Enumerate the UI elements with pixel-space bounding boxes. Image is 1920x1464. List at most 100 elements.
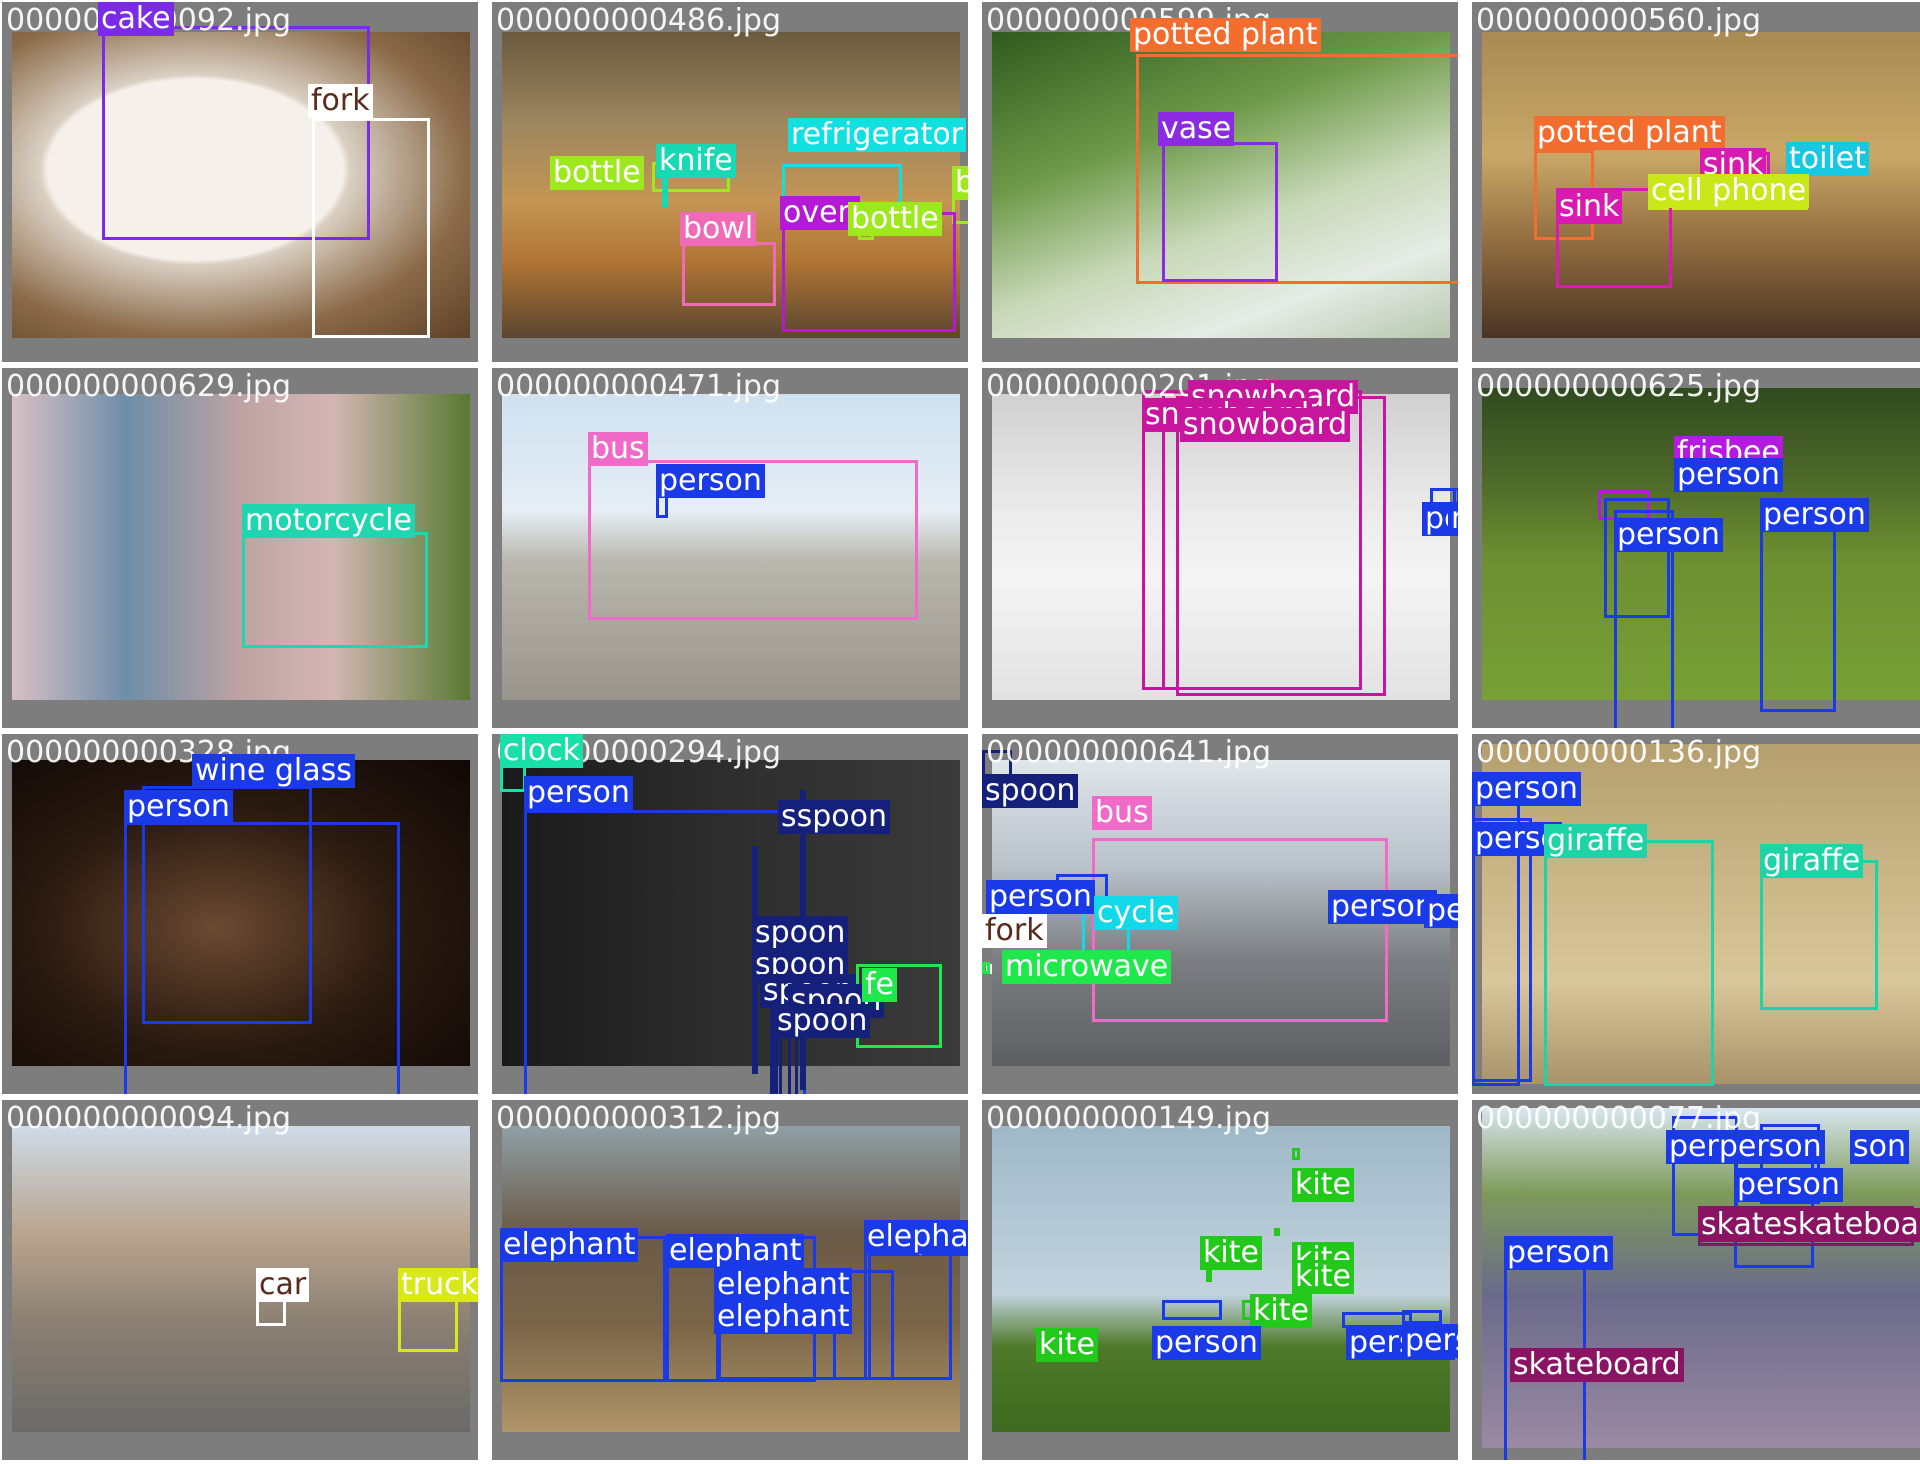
detection-label: person <box>1472 772 1581 806</box>
detection-box <box>1136 54 1458 284</box>
detection-box <box>242 532 428 648</box>
detection-label: n <box>1448 502 1458 536</box>
detection-box <box>1472 818 1532 1082</box>
detection-box <box>1614 510 1674 728</box>
detection-label: person <box>1504 1236 1613 1270</box>
image-filename: 000000000560.jpg <box>1476 3 1761 38</box>
detection-label: kite <box>1292 1168 1354 1202</box>
sample-image <box>12 1126 470 1432</box>
detection-label: son <box>1850 1130 1909 1164</box>
mosaic-cell[interactable]: 000000000486.jpg bottle knife refrigerator b… <box>492 2 968 362</box>
detection-label: fork <box>308 84 373 118</box>
detection-label: person <box>1760 498 1869 532</box>
mosaic-cell[interactable]: 000000000294.jpg clock person sspoon spoon sp… <box>492 734 968 1094</box>
sample-image <box>12 760 470 1066</box>
detection-label: knife <box>656 144 736 178</box>
sample-image <box>502 394 960 700</box>
mosaic-cell[interactable]: 000000000201.jpgsnowboardsnowboardsnowbo… <box>982 368 1458 728</box>
detection-label: potted plant <box>1130 18 1321 52</box>
image-filename: 000000000149.jpg <box>986 1101 1271 1136</box>
detection-label: elephant <box>714 1268 853 1302</box>
detection-label: bus <box>1092 796 1152 830</box>
mosaic-cell[interactable]: 000000000599.jpg potted plant vase <box>982 2 1458 362</box>
detection-label: person <box>986 880 1095 914</box>
detection-box <box>102 26 370 240</box>
image-filename: 000000000471.jpg <box>496 369 781 404</box>
detection-label: cycle <box>1094 896 1178 930</box>
detection-label: giraffe <box>1760 844 1864 878</box>
detection-label: person <box>1734 1168 1843 1202</box>
detection-label: kite <box>1250 1294 1312 1328</box>
detection-label: cake <box>98 2 174 36</box>
detection-label: clock <box>500 734 584 768</box>
detection-label: toilet <box>1786 142 1870 176</box>
detection-label: spoon <box>774 1004 871 1038</box>
sample-image <box>992 1126 1450 1432</box>
mosaic-cell[interactable]: 000000000094.jpg car truck <box>2 1100 478 1460</box>
detection-label: person <box>1674 458 1783 492</box>
detection-label: potted plant <box>1534 116 1725 150</box>
image-filename: 000000000486.jpg <box>496 3 781 38</box>
mosaic-cell[interactable]: 000000000641.jpg spoon fork microwave bus per… <box>982 734 1458 1094</box>
detection-label: bottle <box>952 166 968 200</box>
detection-label: snowboard <box>1180 408 1351 442</box>
detection-label: kite <box>1292 1260 1354 1294</box>
image-filename: 000000000136.jpg <box>1476 735 1761 770</box>
detection-label: bottle <box>848 202 942 236</box>
detection-box <box>1402 1310 1442 1324</box>
mosaic-cell[interactable]: 000000000625.jpg frisbee person person perso… <box>1472 368 1920 728</box>
image-filename: 000000000094.jpg <box>6 1101 291 1136</box>
detection-label: skateskateboard <box>1698 1208 1920 1242</box>
detection-label: fork <box>982 914 1047 948</box>
detection-label: motorcycle <box>242 504 415 538</box>
detection-label: person <box>124 790 233 824</box>
detection-box <box>1092 838 1388 1022</box>
detection-label: skateboard <box>1510 1348 1684 1382</box>
detection-label: kite <box>1200 1236 1262 1270</box>
detection-box <box>1162 142 1278 282</box>
detection-box <box>1292 1148 1300 1160</box>
detection-label: refrigerator <box>788 118 967 152</box>
detection-label: person <box>1152 1326 1261 1360</box>
detection-label: spoon <box>982 774 1079 808</box>
mosaic-cell[interactable]: 000000000471.jpg bus person <box>492 368 968 728</box>
detection-box <box>1544 840 1714 1086</box>
detection-box <box>1274 1228 1280 1236</box>
detection-box <box>1760 860 1878 1010</box>
image-filename: 000000000625.jpg <box>1476 369 1761 404</box>
sample-image <box>1482 1108 1920 1448</box>
detection-label: sink <box>1556 190 1623 224</box>
detection-label: wine glass <box>192 754 355 788</box>
detection-label: truck <box>398 1268 478 1302</box>
detection-label: bottle <box>550 156 644 190</box>
image-filename: 000000000312.jpg <box>496 1101 781 1136</box>
sample-image <box>992 32 1450 338</box>
detection-box <box>1206 1268 1212 1282</box>
mosaic-cell[interactable]: 000000000312.jpg elephant elephant elephant… <box>492 1100 968 1460</box>
detection-label: persor <box>1424 894 1458 928</box>
sample-image <box>12 394 470 700</box>
detection-label: car <box>256 1268 310 1302</box>
mosaic-cell[interactable]: 000000000629.jpg motorcycle <box>2 368 478 728</box>
detection-label: spoon <box>752 916 849 950</box>
detection-box <box>312 118 430 338</box>
mosaic-cell[interactable]: 000000000077.jpg perperson son person skates… <box>1472 1100 1920 1460</box>
image-filename: 000000000077.jpg <box>1476 1101 1761 1136</box>
detection-label: elephant <box>666 1234 805 1268</box>
mosaic-cell[interactable]: 000000000136.jpg person perso giraffe giraff… <box>1472 734 1920 1094</box>
mosaic-cell[interactable]: 000000000328.jpg wine glass person <box>2 734 478 1094</box>
mosaic-cell[interactable]: 000000000149.jpg kite kite kite kite kite kite… <box>982 1100 1458 1460</box>
image-filename: 000000000641.jpg <box>986 735 1271 770</box>
detection-label: person <box>524 776 633 810</box>
detection-label: fe <box>862 968 898 1002</box>
mosaic-cell[interactable]: 000000000560.jpg potted plant sink toilet ce… <box>1472 2 1920 362</box>
detection-label: sspoon <box>778 800 891 834</box>
image-filename: 000000000629.jpg <box>6 369 291 404</box>
mosaic-cell[interactable]: 000000000092.jpgcakefork <box>2 2 478 362</box>
detection-box <box>124 822 400 1094</box>
detection-label: person <box>1614 518 1723 552</box>
detection-box <box>398 1296 458 1352</box>
detection-box <box>588 460 918 620</box>
detection-label: perperson <box>1666 1130 1825 1164</box>
